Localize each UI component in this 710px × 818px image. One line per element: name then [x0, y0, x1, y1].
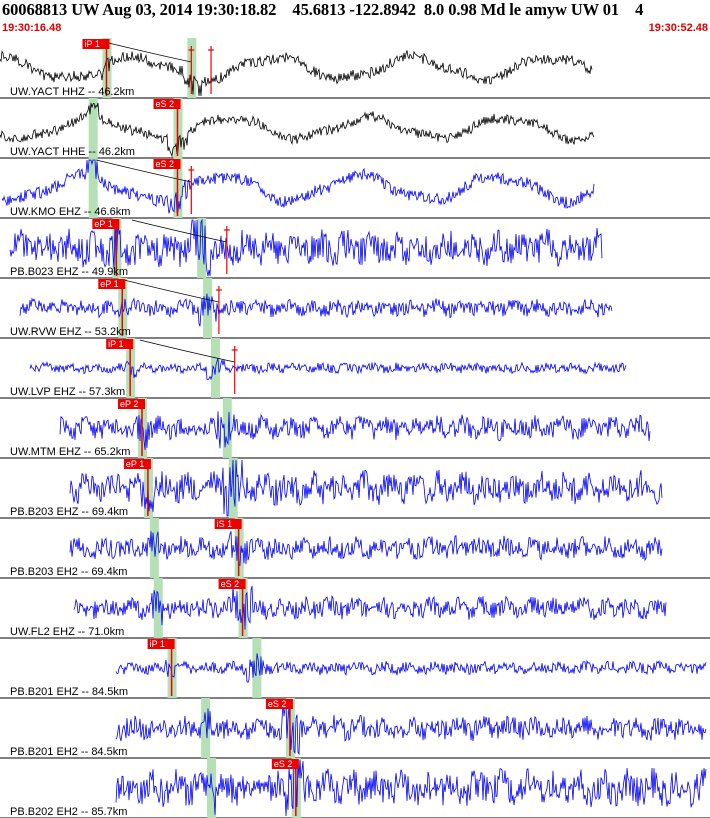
waveform-trace [9, 218, 603, 277]
station-label: PB.B023 EHZ -- 49.9km [10, 266, 128, 278]
waveform-trace [69, 459, 663, 517]
waveform-trace [1, 159, 595, 214]
trace-row: eP 1 PB.B023 EHZ -- 49.9km [0, 218, 710, 279]
phase-window [222, 398, 232, 458]
pick-label: eP 1 [100, 279, 118, 289]
travel-time-curve [131, 219, 227, 243]
pick-flag [271, 759, 299, 769]
station-label: UW.KMO EHZ -- 46.6km [10, 206, 130, 218]
station-label: PB.B202 EH2 -- 85.7km [10, 806, 127, 818]
trace-row: eS 2 UW.FL2 EHZ -- 71.0km [0, 578, 710, 639]
waveform-trace [69, 531, 663, 566]
pick-flag [118, 399, 145, 409]
trace-row: iP 1 UW.LVP EHZ -- 57.3km [0, 338, 710, 399]
pick-label: eP 2 [120, 399, 138, 409]
trace-row: eP 1 UW.RVW EHZ -- 53.2km [0, 278, 710, 339]
station-label: PB.B201 EHZ -- 84.5km [10, 686, 128, 698]
station-label: PB.B203 EHZ -- 69.4km [10, 506, 128, 518]
trace-row: eP 1 PB.B203 EHZ -- 69.4km [0, 458, 710, 519]
time-end-label: 19:30:52.48 [648, 22, 708, 34]
travel-time-curve [96, 159, 192, 183]
pick-flag [147, 639, 175, 649]
station-label: UW.YACT HHZ -- 46.2km [10, 86, 134, 98]
station-label: PB.B203 EH2 -- 69.4km [10, 566, 127, 578]
station-label: UW.YACT HHE -- 46.2km [10, 146, 135, 158]
pick-flag [92, 219, 120, 229]
pick-label: iP 1 [85, 39, 100, 49]
phase-window [88, 158, 98, 218]
phase-window [228, 458, 238, 518]
event-header: 60068813 UW Aug 03, 2014 19:30:18.82 45.… [0, 0, 710, 38]
waveform-trace [0, 102, 595, 158]
phase-window [252, 638, 262, 698]
station-label: UW.LVP EHZ -- 57.3km [10, 386, 125, 398]
waveform-trace [29, 358, 627, 381]
phase-window [201, 698, 211, 758]
waveform-trace [59, 411, 651, 450]
pick-flag [123, 459, 151, 469]
trace-row: eP 2 UW.MTM EHZ -- 65.2km [0, 398, 710, 459]
pick-label: iP 1 [108, 339, 123, 349]
pick-label: eS 2 [274, 759, 293, 769]
waveform-trace [115, 759, 707, 817]
waveform-trace [19, 293, 613, 327]
travel-time-curve [123, 279, 220, 303]
time-start-label: 19:30:16.48 [2, 22, 62, 34]
seismogram-panel: iP 1 UW.YACT HHZ -- 46.2km eS 2 UW.YACT HHE… [0, 38, 710, 818]
pick-flag [98, 279, 126, 289]
trace-row: iP 1 PB.B201 EHZ -- 84.5km [0, 638, 710, 699]
travel-time-curve [139, 339, 235, 363]
pick-flag [218, 579, 246, 589]
pick-flag [82, 39, 110, 49]
pick-flag [106, 339, 134, 349]
waveform-trace [0, 50, 593, 97]
pick-flag [214, 519, 242, 529]
phase-window [153, 578, 163, 638]
pick-label: eS 2 [221, 579, 240, 589]
phase-window [88, 98, 98, 158]
trace-row: eS 2 UW.YACT HHE -- 46.2km [0, 98, 710, 159]
station-label: UW.RVW EHZ -- 53.2km [10, 326, 131, 338]
pick-flag [153, 99, 181, 109]
waveform-trace [115, 653, 707, 684]
trace-row: eS 2 UW.KMO EHZ -- 46.6km [0, 158, 710, 219]
pick-label: eS 2 [268, 699, 287, 709]
trace-row: iS 1 PB.B203 EH2 -- 69.4km [0, 518, 710, 579]
pick-label: eP 1 [94, 219, 112, 229]
waveform-trace [73, 585, 667, 630]
trace-row: eS 2 PB.B202 EH2 -- 85.7km [0, 758, 710, 818]
pick-label: eS 2 [156, 99, 175, 109]
phase-window [207, 758, 217, 818]
station-label: UW.FL2 EHZ -- 71.0km [10, 626, 124, 638]
trace-row: eS 2 PB.B201 EH2 -- 84.5km [0, 698, 710, 759]
pick-label: eP 1 [126, 459, 144, 469]
station-label: UW.MTM EHZ -- 65.2km [10, 446, 130, 458]
phase-window [197, 218, 207, 278]
trace-row: iP 1 UW.YACT HHZ -- 46.2km [0, 38, 710, 99]
waveform-trace [115, 700, 707, 756]
pick-label: iP 1 [150, 639, 165, 649]
pick-label: eS 2 [156, 159, 175, 169]
pick-flag [153, 159, 181, 169]
station-label: PB.B201 EH2 -- 84.5km [10, 746, 127, 758]
pick-label: iS 1 [217, 519, 233, 529]
event-title: 60068813 UW Aug 03, 2014 19:30:18.82 45.… [2, 0, 644, 19]
pick-flag [265, 699, 293, 709]
